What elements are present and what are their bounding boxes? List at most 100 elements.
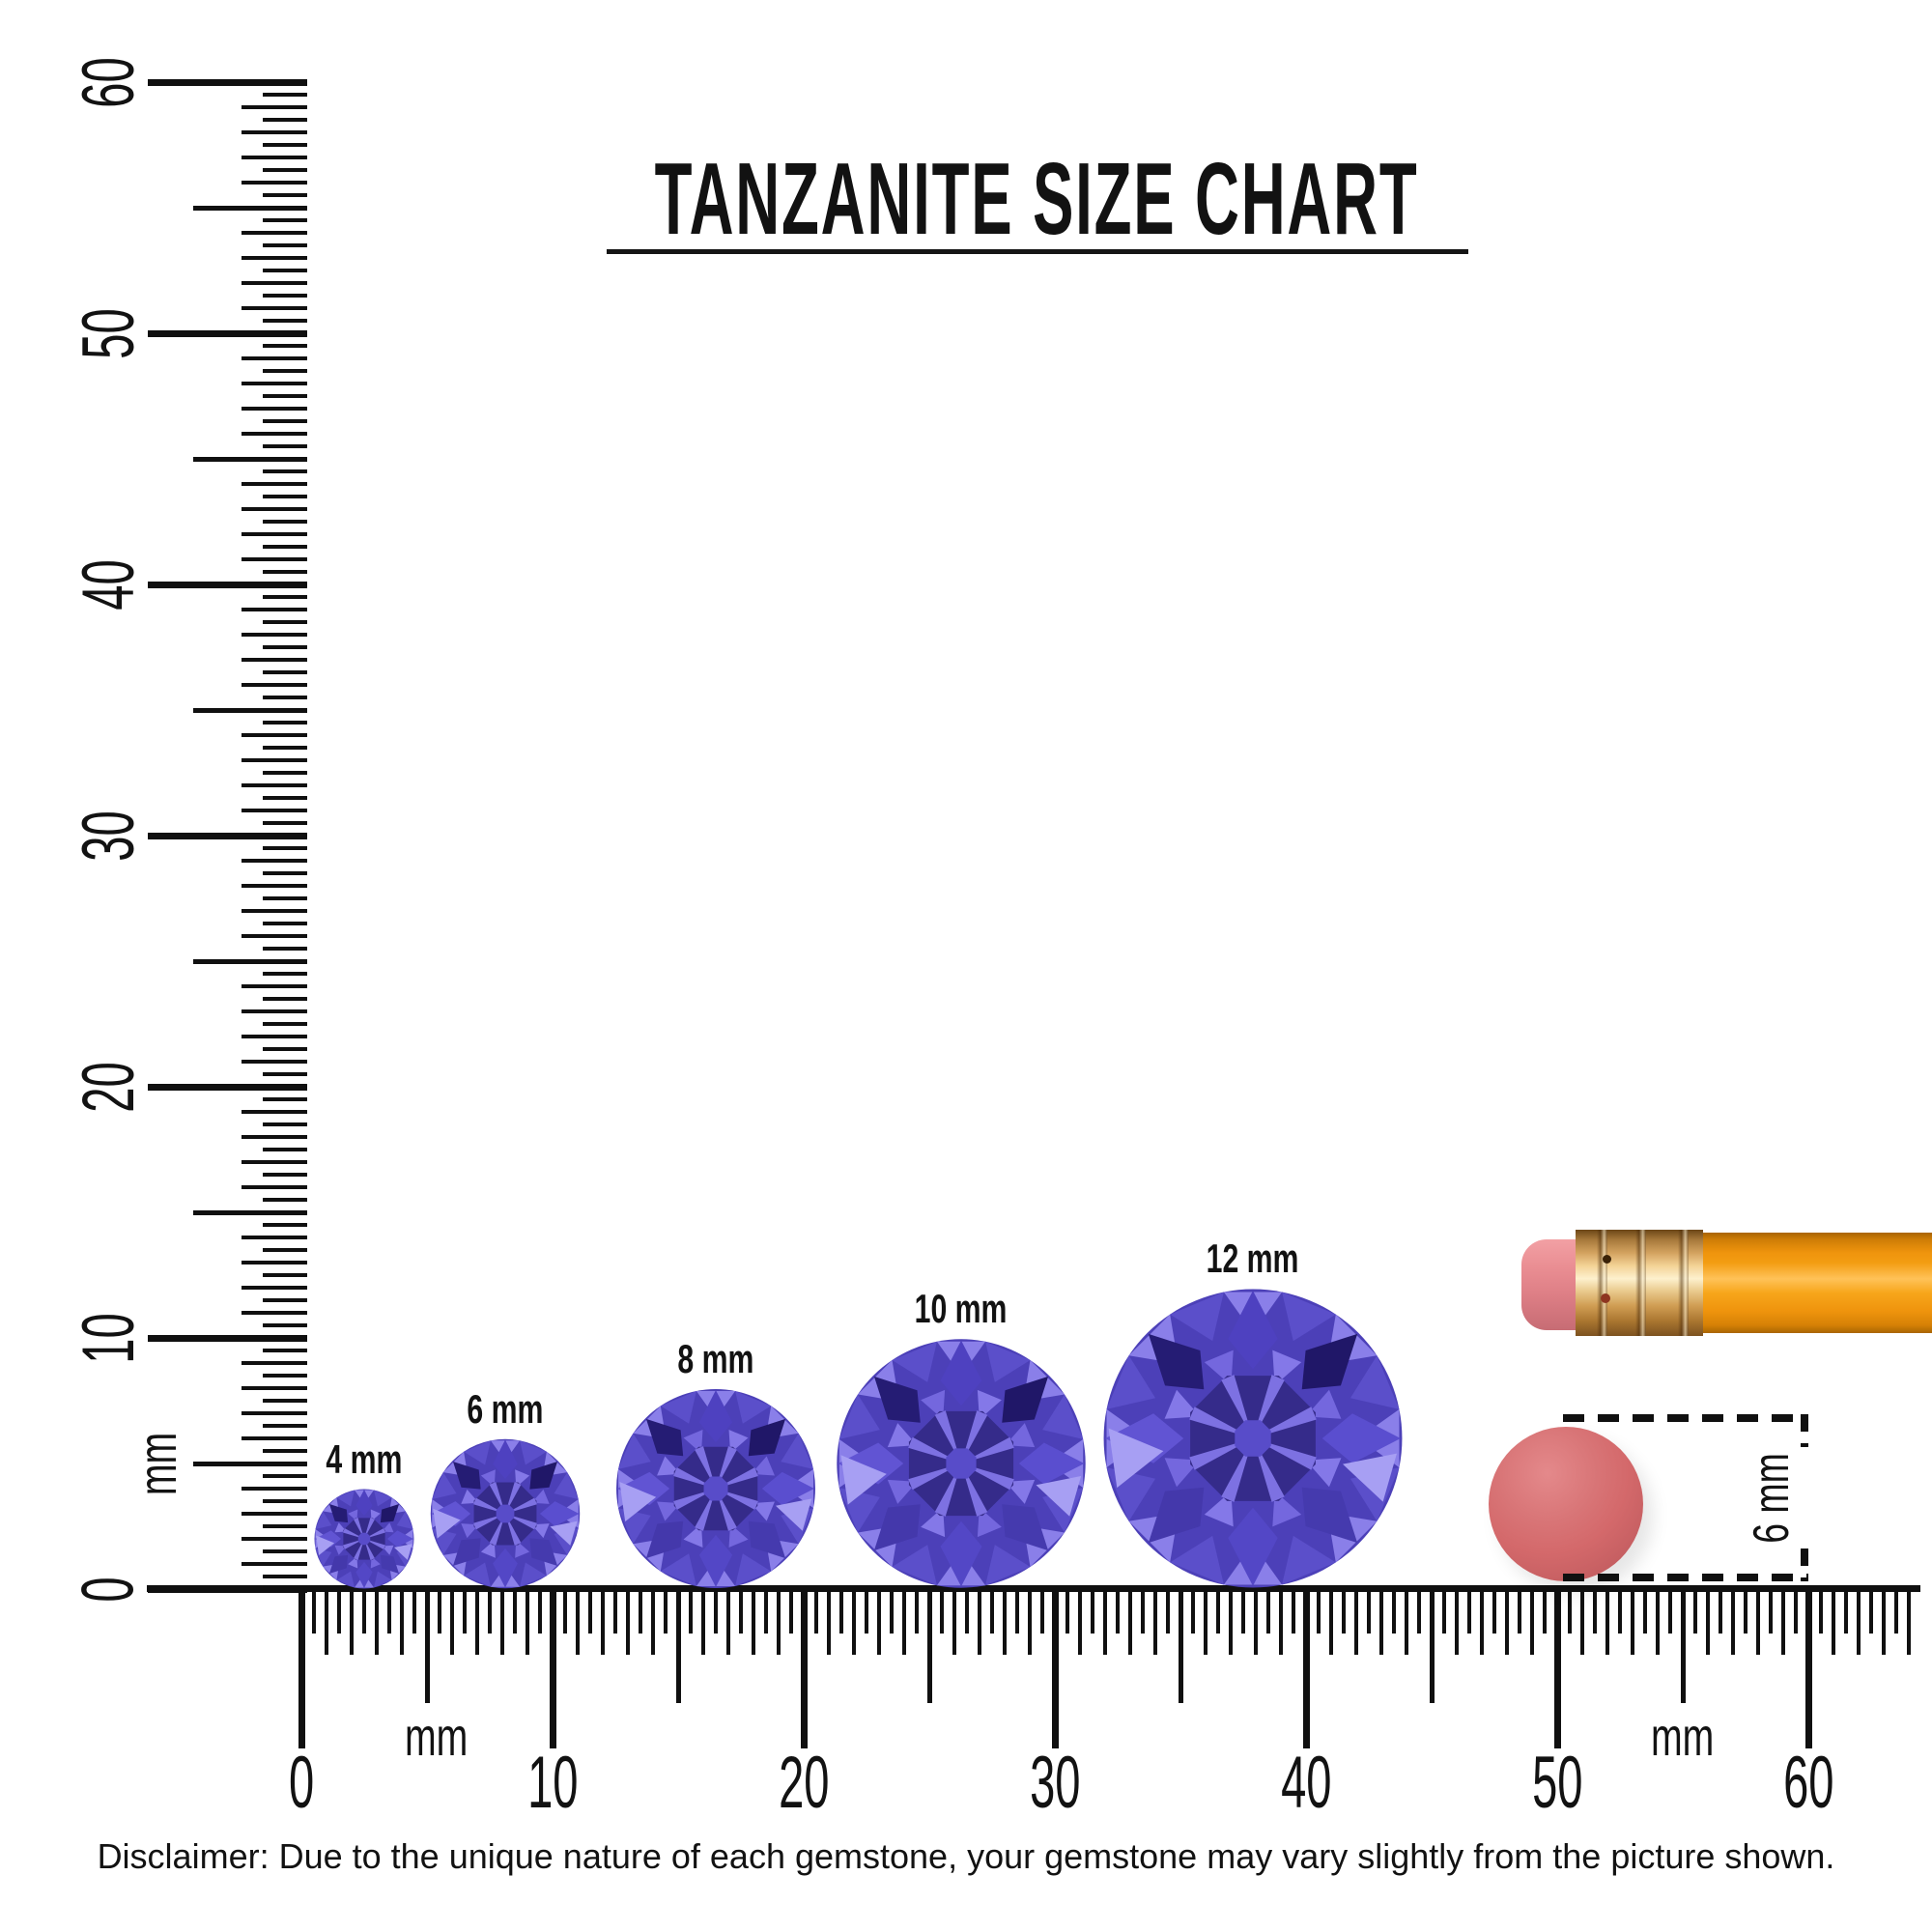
h-ruler-tick <box>852 1589 856 1655</box>
h-ruler-tick <box>1643 1589 1647 1634</box>
h-ruler-tick <box>651 1589 655 1655</box>
pencil-ferrule <box>1576 1230 1703 1336</box>
h-ruler-tick <box>549 1589 556 1748</box>
v-ruler-tick <box>242 1436 307 1440</box>
v-ruler-tick <box>242 256 307 260</box>
pencil-graphic <box>1521 1230 1932 1336</box>
v-ruler-tick <box>263 1549 307 1553</box>
v-ruler-tick <box>263 93 307 97</box>
v-ruler-tick <box>242 1261 307 1264</box>
h-ruler-tick <box>1015 1589 1019 1634</box>
h-ruler-tick <box>1618 1589 1622 1634</box>
v-ruler-tick <box>242 482 307 486</box>
h-ruler-tick <box>526 1589 529 1655</box>
measure-dash-corner-bottom <box>1801 1548 1808 1581</box>
h-ruler-tick <box>400 1589 404 1655</box>
v-ruler-tick <box>263 1173 307 1177</box>
h-ruler-tick <box>839 1589 843 1634</box>
ferrule-ridge <box>1597 1230 1607 1336</box>
v-ruler-tick <box>242 1411 307 1415</box>
h-ruler-tick <box>1091 1589 1094 1634</box>
h-ruler-tick <box>1302 1589 1310 1748</box>
h-ruler-tick <box>1455 1589 1459 1655</box>
h-ruler-tick <box>1518 1589 1521 1634</box>
gem-size-label-text: 8 mm <box>677 1336 754 1381</box>
v-ruler-tick <box>242 1035 307 1038</box>
h-ruler-tick <box>1804 1589 1812 1748</box>
h-ruler-unit-right-text: mm <box>1651 1705 1715 1767</box>
v-ruler-tick <box>263 570 307 574</box>
eraser-disc <box>1489 1427 1643 1581</box>
v-ruler-tick <box>148 329 307 337</box>
v-ruler-tick <box>263 1198 307 1202</box>
h-ruler-tick <box>752 1589 755 1655</box>
h-ruler-tick <box>576 1589 580 1655</box>
v-ruler-tick <box>242 156 307 159</box>
h-ruler-tick <box>1568 1589 1572 1634</box>
h-ruler-tick <box>325 1589 328 1655</box>
h-ruler-tick <box>675 1589 681 1703</box>
h-ruler-tick <box>1266 1589 1270 1634</box>
h-ruler-tick <box>1254 1589 1258 1655</box>
h-ruler-number-text: 0 <box>288 1741 315 1824</box>
v-ruler-tick <box>242 1160 307 1164</box>
v-ruler-tick <box>242 984 307 988</box>
h-ruler-tick <box>463 1589 467 1634</box>
v-ruler-tick <box>263 1449 307 1453</box>
h-ruler-tick <box>1204 1589 1208 1655</box>
h-ruler-tick <box>1392 1589 1396 1634</box>
v-ruler-tick <box>263 1349 307 1352</box>
h-ruler-tick <box>1128 1589 1132 1655</box>
v-ruler-tick <box>263 721 307 724</box>
h-ruler-tick <box>1354 1589 1358 1655</box>
v-ruler-tick <box>193 707 307 713</box>
h-ruler-tick <box>1668 1589 1672 1634</box>
h-ruler-number-text: 60 <box>1782 1741 1834 1824</box>
v-ruler-tick <box>193 456 307 462</box>
h-ruler-tick <box>1719 1589 1722 1634</box>
measure-dash-top <box>1563 1414 1808 1422</box>
v-ruler-tick <box>242 1110 307 1114</box>
v-ruler-tick <box>242 1512 307 1516</box>
h-ruler-tick <box>1530 1589 1534 1655</box>
v-ruler-tick <box>263 947 307 951</box>
v-ruler-tick <box>242 281 307 285</box>
h-ruler-tick <box>990 1589 994 1634</box>
h-ruler-tick <box>1116 1589 1120 1634</box>
h-ruler-tick <box>1040 1589 1044 1634</box>
v-ruler-tick <box>242 532 307 536</box>
h-ruler-tick <box>827 1589 831 1655</box>
h-ruler-tick <box>1553 1589 1561 1748</box>
h-ruler-tick <box>362 1589 366 1634</box>
v-ruler-tick <box>242 1311 307 1315</box>
v-ruler-tick <box>263 444 307 448</box>
h-ruler-tick <box>1680 1589 1686 1703</box>
v-ruler-tick <box>263 1374 307 1378</box>
h-ruler-tick <box>940 1589 944 1634</box>
h-ruler-tick <box>1229 1589 1233 1655</box>
h-ruler-tick <box>1693 1589 1697 1634</box>
h-ruler-tick <box>450 1589 454 1655</box>
h-ruler-tick <box>1417 1589 1421 1634</box>
h-ruler-tick <box>387 1589 391 1634</box>
h-ruler-tick <box>701 1589 705 1655</box>
v-ruler-tick <box>263 369 307 373</box>
v-ruler-tick <box>242 1537 307 1541</box>
h-ruler-tick <box>865 1589 868 1634</box>
v-ruler-tick <box>263 218 307 222</box>
v-ruler-tick <box>193 1209 307 1215</box>
v-ruler-tick <box>148 1083 307 1091</box>
v-ruler-tick <box>263 143 307 147</box>
h-ruler-tick <box>538 1589 542 1634</box>
h-ruler-tick <box>1103 1589 1107 1655</box>
v-ruler-tick <box>263 1047 307 1051</box>
v-ruler-tick <box>263 1148 307 1151</box>
v-ruler-tick <box>242 658 307 662</box>
v-ruler-tick <box>263 670 307 674</box>
v-ruler-tick <box>242 608 307 611</box>
h-ruler-tick <box>664 1589 668 1634</box>
v-ruler-tick <box>263 997 307 1001</box>
h-ruler-tick <box>1580 1589 1584 1655</box>
h-ruler-tick <box>777 1589 781 1655</box>
h-ruler-tick <box>978 1589 981 1655</box>
